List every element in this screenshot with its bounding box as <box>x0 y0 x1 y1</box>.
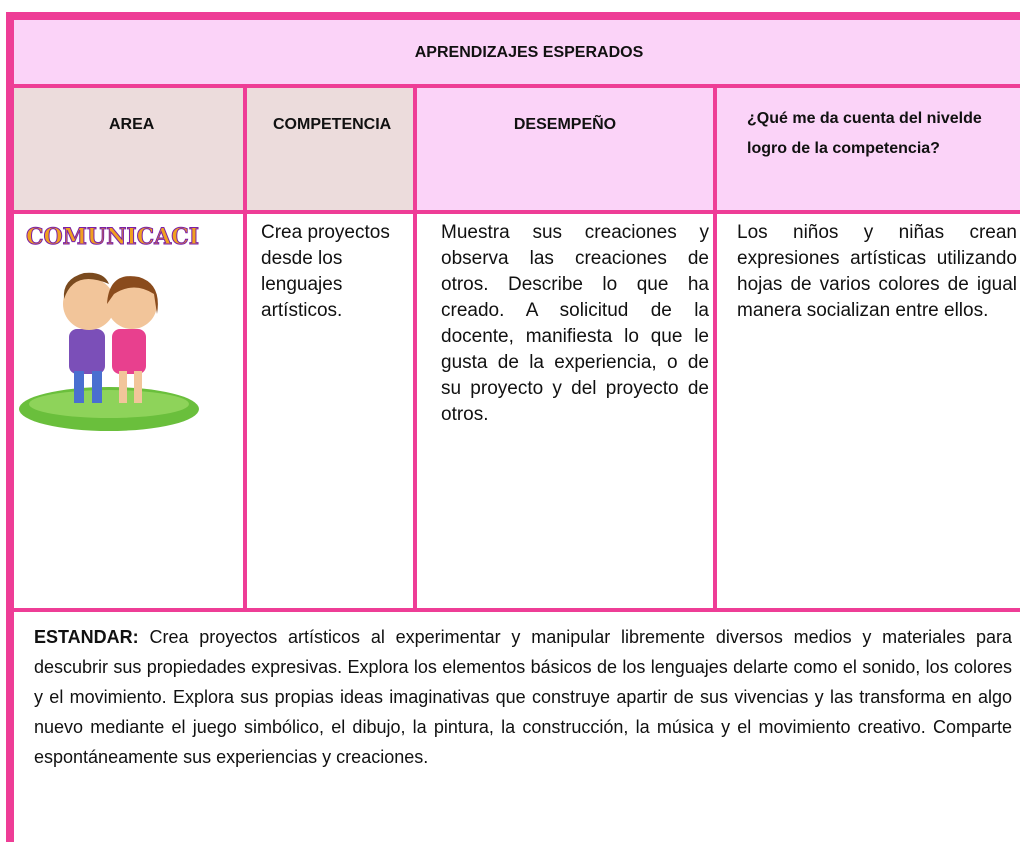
kids-illustration <box>19 272 199 431</box>
desempeno: Muestra sus creaciones y observa las cre… <box>441 222 709 425</box>
area-cell: COMUNICACI <box>14 214 243 608</box>
competencia-cell: Crea proyectos desde los lenguajes artís… <box>247 214 413 608</box>
estandar-text: Crea proyectos artísticos al experimenta… <box>34 627 1012 767</box>
logro: Los niños y niñas crean expresiones artí… <box>737 222 1017 321</box>
table: APRENDIZAJES ESPERADOS AREA COMPETENCIA … <box>6 12 1020 852</box>
header-cell: COMPETENCIA <box>247 88 413 210</box>
header: ¿Qué me da cuenta del nivelde logro de l… <box>747 110 982 157</box>
estandar-label: ESTANDAR: <box>34 627 139 647</box>
header: DESEMPEÑO <box>513 116 617 133</box>
header-cell: AREA <box>14 88 243 210</box>
header: COMPETENCIA <box>273 116 392 133</box>
desempeno-cell: Muestra sus creaciones y observa las cre… <box>417 214 713 608</box>
header-cell: ¿Qué me da cuenta del nivelde logro de l… <box>717 88 1020 210</box>
title: APRENDIZAJES ESPERADOS <box>414 44 644 61</box>
competencia: Crea proyectos desde los lenguajes artís… <box>261 222 390 321</box>
logro-cell: Los niños y niñas crean expresiones artí… <box>717 214 1020 608</box>
title-cell: APRENDIZAJES ESPERADOS <box>14 20 1020 84</box>
header: AREA <box>109 116 155 133</box>
header-cell: DESEMPEÑO <box>417 88 713 210</box>
area-label: COMUNICACI <box>26 224 200 251</box>
estandar-cell: ESTANDAR: Crea proyectos artísticos al e… <box>14 612 1020 852</box>
